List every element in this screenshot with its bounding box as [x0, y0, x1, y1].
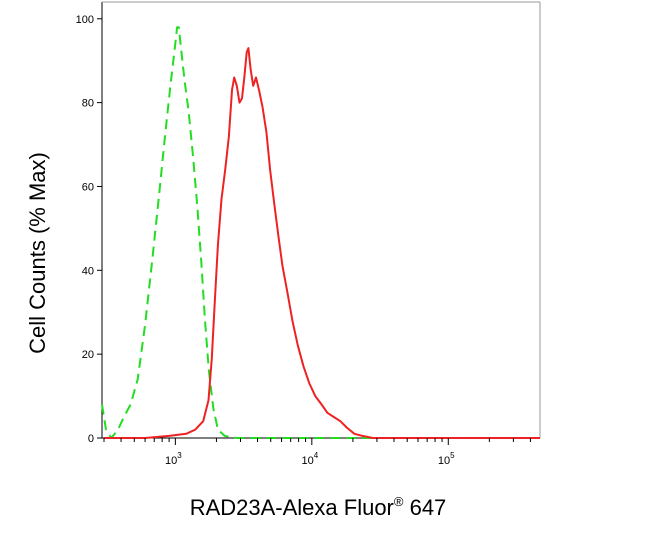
- y-axis-title: Cell Counts (% Max): [25, 152, 50, 354]
- y-tick-label: 0: [88, 433, 94, 445]
- x-tick-label: 103: [165, 451, 182, 467]
- x-axis-ticks: 103 104 105: [103, 438, 531, 467]
- y-tick-label: 60: [82, 181, 94, 193]
- y-tick-label: 80: [82, 98, 94, 110]
- y-axis-ticks: 0 20 40 60 80 100: [76, 14, 102, 445]
- x-axis-title-mark: ®: [394, 494, 404, 509]
- x-tick-label: 105: [438, 451, 455, 467]
- series-line-1: [101, 26, 540, 439]
- x-axis-title-suffix: 647: [403, 495, 446, 520]
- y-tick-label: 100: [76, 14, 94, 26]
- x-axis-title: RAD23A-Alexa Fluor® 647: [190, 494, 447, 520]
- x-axis-title-text: RAD23A-Alexa Fluor: [190, 495, 394, 520]
- y-tick-label: 40: [82, 265, 94, 277]
- series-layer: [101, 26, 540, 439]
- x-tick-label: 104: [301, 451, 318, 467]
- series-line-2: [104, 47, 540, 439]
- plot-frame: [101, 1, 541, 439]
- y-tick-label: 20: [82, 349, 94, 361]
